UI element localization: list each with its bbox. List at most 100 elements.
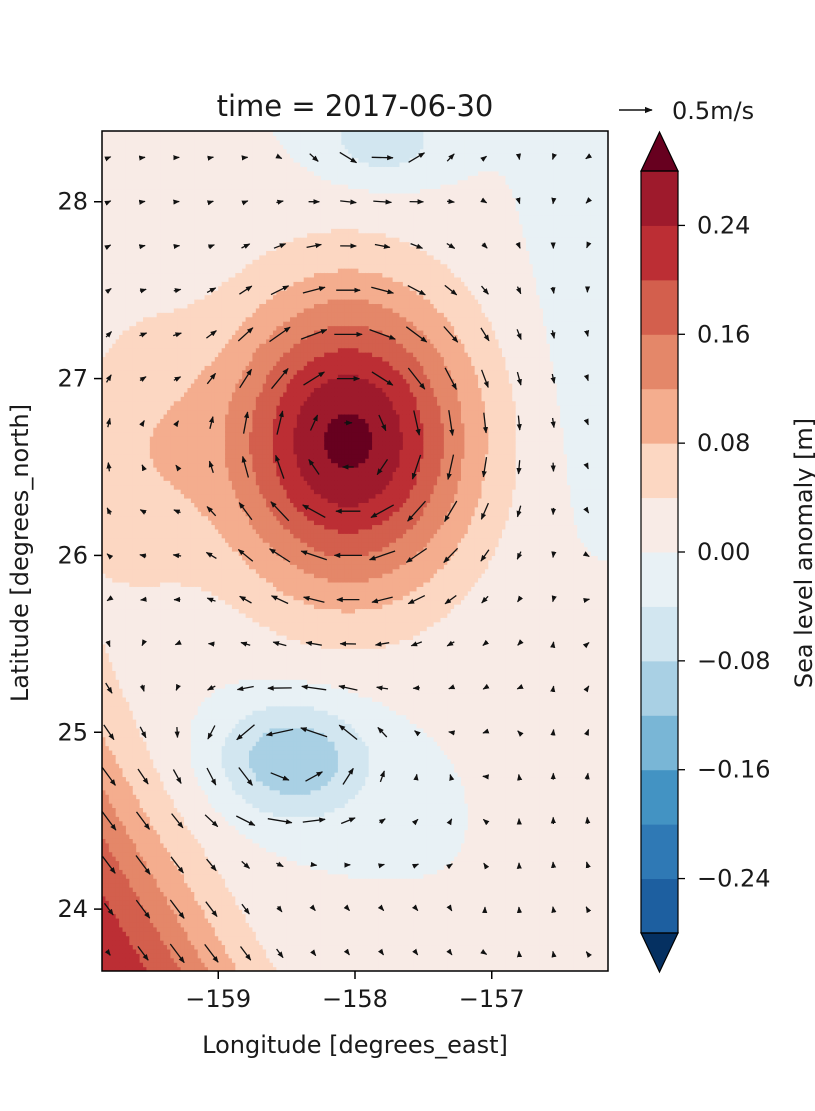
field-cell: [139, 696, 144, 702]
field-cell: [180, 758, 185, 764]
field-cell: [102, 864, 107, 870]
field-cell: [115, 763, 120, 769]
field-cell: [166, 922, 171, 928]
field-cell: [146, 259, 151, 265]
field-cell: [129, 772, 134, 778]
field-cell: [149, 551, 154, 557]
field-cell: [156, 259, 161, 265]
field-cell: [115, 170, 120, 176]
field-cell: [160, 851, 165, 857]
field-cell: [108, 528, 113, 534]
field-cell: [139, 962, 144, 968]
field-cell: [187, 767, 192, 773]
field-cell: [173, 794, 178, 800]
field-cell: [149, 688, 154, 694]
field-cell: [187, 343, 192, 349]
field-cell: [136, 153, 141, 159]
field-cell: [108, 502, 113, 508]
field-cell: [125, 630, 130, 636]
field-cell: [177, 161, 182, 167]
field-cell: [122, 263, 127, 269]
field-cell: [156, 851, 161, 857]
field-cell: [129, 599, 134, 605]
field-cell: [160, 467, 165, 473]
field-cell: [184, 639, 189, 645]
field-cell: [187, 957, 192, 963]
field-cell: [149, 391, 154, 397]
field-cell: [112, 595, 117, 601]
field-cell: [125, 745, 130, 751]
field-cell: [180, 860, 185, 866]
field-cell: [105, 741, 110, 747]
field-cell: [187, 891, 192, 897]
field-cell: [180, 621, 185, 627]
field-cell: [153, 276, 158, 282]
field-cell: [166, 661, 171, 667]
field-cell: [163, 148, 168, 154]
field-cell: [170, 201, 175, 207]
field-cell: [180, 157, 185, 163]
field-cell: [184, 312, 189, 318]
field-cell: [115, 440, 120, 446]
field-cell: [177, 232, 182, 238]
field-cell: [136, 891, 141, 897]
field-cell: [149, 604, 154, 610]
field-cell: [139, 635, 144, 641]
field-cell: [187, 334, 192, 340]
field-cell: [105, 882, 110, 888]
field-cell: [160, 524, 165, 530]
field-cell: [166, 378, 171, 384]
field-cell: [119, 719, 124, 725]
field-cell: [132, 635, 137, 641]
field-cell: [125, 913, 130, 919]
field-cell: [156, 581, 161, 587]
field-cell: [125, 847, 130, 853]
field-cell: [160, 391, 165, 397]
field-cell: [125, 652, 130, 658]
field-cell: [132, 710, 137, 716]
field-cell: [163, 299, 168, 305]
field-cell: [170, 891, 175, 897]
field-cell: [102, 838, 107, 844]
field-cell: [163, 617, 168, 623]
field-cell: [125, 931, 130, 937]
field-cell: [190, 833, 195, 839]
field-cell: [102, 449, 107, 455]
field-cell: [112, 909, 117, 915]
field-cell: [149, 299, 154, 305]
field-cell: [177, 436, 182, 442]
field-cell: [112, 546, 117, 552]
field-cell: [115, 767, 120, 773]
field-cell: [166, 356, 171, 362]
field-cell: [129, 559, 134, 565]
field-cell: [187, 497, 192, 503]
field-cell: [156, 272, 161, 278]
field-cell: [132, 966, 137, 971]
field-cell: [108, 387, 113, 393]
field-cell: [187, 780, 192, 786]
field-cell: [102, 352, 107, 358]
field-cell: [146, 542, 151, 548]
field-cell: [166, 303, 171, 309]
field-cell: [115, 484, 120, 490]
field-cell: [115, 259, 120, 265]
field-cell: [136, 798, 141, 804]
field-cell: [184, 957, 189, 963]
field-cell: [149, 608, 154, 614]
field-cell: [166, 581, 171, 587]
field-cell: [163, 378, 168, 384]
field-cell: [156, 369, 161, 375]
field-cell: [149, 948, 154, 954]
field-cell: [156, 860, 161, 866]
field-cell: [136, 148, 141, 154]
field-cell: [139, 833, 144, 839]
field-cell: [173, 484, 178, 490]
field-cell: [129, 431, 134, 437]
field-cell: [122, 219, 127, 225]
field-cell: [136, 161, 141, 167]
field-cell: [115, 360, 120, 366]
field-cell: [146, 789, 151, 795]
field-cell: [122, 900, 127, 906]
field-cell: [129, 400, 134, 406]
